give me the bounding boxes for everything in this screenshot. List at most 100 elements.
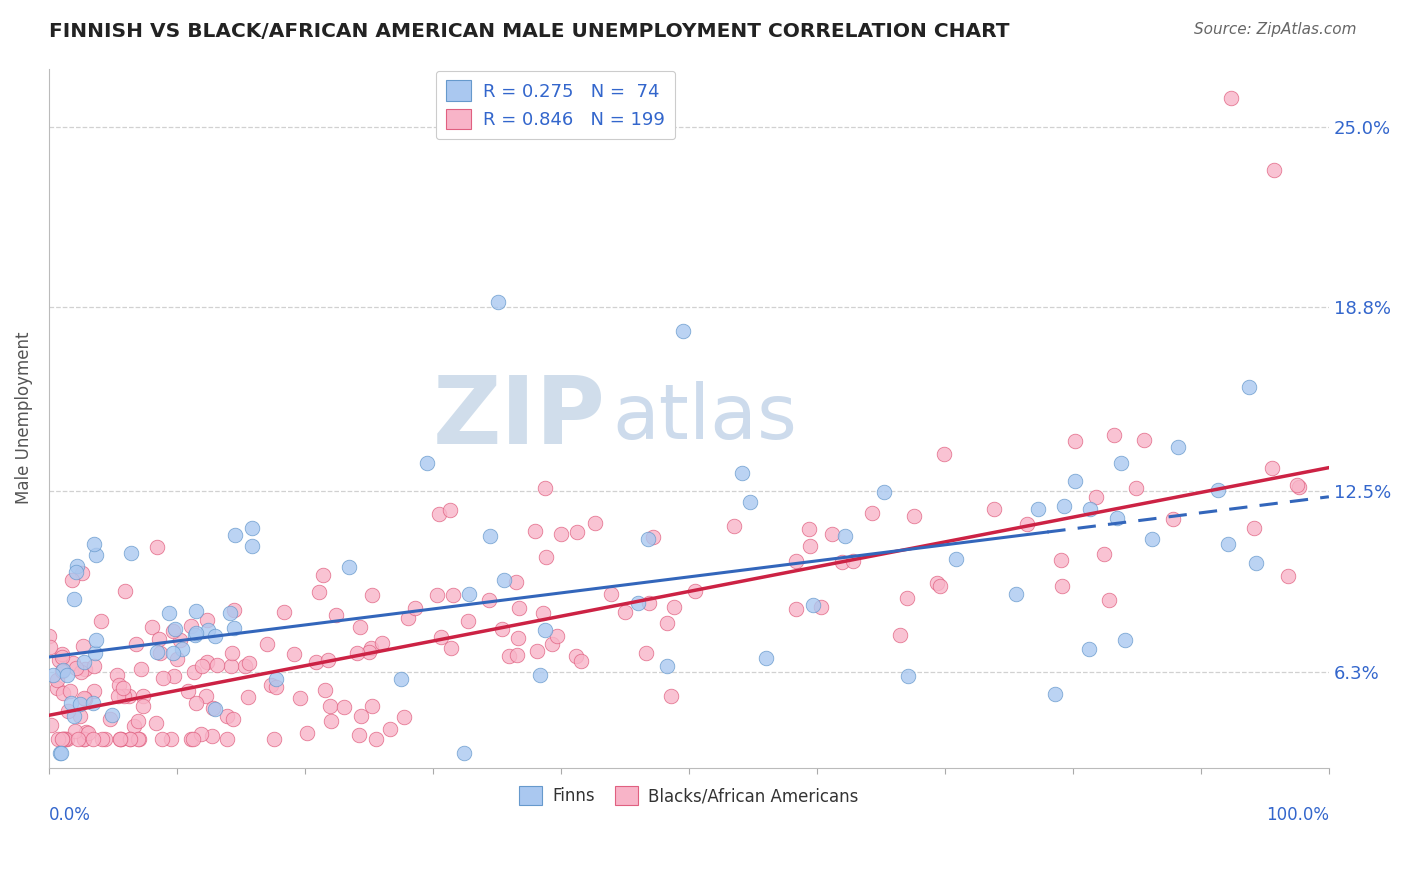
Point [550,527,572,541]
Point [128,731,150,746]
Point [371,636,394,650]
Point [157,606,180,620]
Point [755,651,778,665]
Point [53,731,76,746]
Point [65,661,87,675]
Point [129,662,152,676]
Point [1050,553,1073,567]
Point [683,584,706,599]
Point [347,728,370,742]
Point [314,682,336,697]
Point [186,605,208,619]
Point [56,667,79,681]
Point [204,629,226,643]
Point [416,456,439,470]
Point [222,712,245,726]
Point [260,678,283,692]
Point [1052,579,1074,593]
Point [202,701,225,715]
Point [1004,587,1026,601]
Point [127,731,149,746]
Point [49,746,72,760]
Point [63,723,86,738]
Point [657,659,679,673]
Point [600,587,623,601]
Point [127,714,149,729]
Point [731,467,754,481]
Point [834,529,856,543]
Point [1053,499,1076,513]
Point [107,678,129,692]
Point [283,647,305,661]
Point [224,528,246,542]
Point [132,689,155,703]
Text: 100.0%: 100.0% [1265,806,1329,824]
Point [333,700,356,714]
Point [169,633,191,648]
Point [62,656,84,670]
Point [58,704,80,718]
Point [1077,642,1099,657]
Point [440,641,463,656]
Point [66,731,89,746]
Point [638,596,661,610]
Y-axis label: Male Unemployment: Male Unemployment [15,332,32,504]
Point [264,672,287,686]
Point [52,731,75,746]
Point [903,509,925,524]
Point [195,689,218,703]
Point [637,533,659,547]
Point [75,725,97,739]
Point [180,619,202,633]
Point [318,698,340,713]
Text: Source: ZipAtlas.com: Source: ZipAtlas.com [1194,22,1357,37]
Point [201,729,224,743]
Point [163,669,186,683]
Point [295,726,318,740]
Point [162,624,184,638]
Point [534,481,557,495]
Point [1243,521,1265,535]
Point [219,606,242,620]
Point [207,658,229,673]
Point [240,539,263,553]
Point [427,507,450,521]
Point [195,613,218,627]
Point [983,502,1005,516]
Point [1263,163,1285,178]
Point [494,573,516,587]
Point [785,554,807,568]
Point [1094,547,1116,561]
Point [114,583,136,598]
Point [860,506,883,520]
Point [1064,434,1087,448]
Point [66,559,89,574]
Point [1285,478,1308,492]
Point [366,731,388,746]
Point [337,559,360,574]
Text: 0.0%: 0.0% [49,806,91,824]
Point [73,662,96,676]
Point [785,602,807,616]
Point [1084,490,1107,504]
Point [613,605,636,619]
Text: atlas: atlas [612,381,797,455]
Point [73,731,96,746]
Point [1107,510,1129,524]
Point [256,637,278,651]
Point [141,620,163,634]
Point [59,696,82,710]
Point [506,648,529,663]
Point [1163,512,1185,526]
Point [929,579,952,593]
Point [541,637,564,651]
Point [360,588,382,602]
Point [90,614,112,628]
Point [217,731,239,746]
Point [457,614,479,628]
Point [1015,517,1038,532]
Point [224,621,246,635]
Point [39,717,62,731]
Point [120,731,142,746]
Point [569,654,592,668]
